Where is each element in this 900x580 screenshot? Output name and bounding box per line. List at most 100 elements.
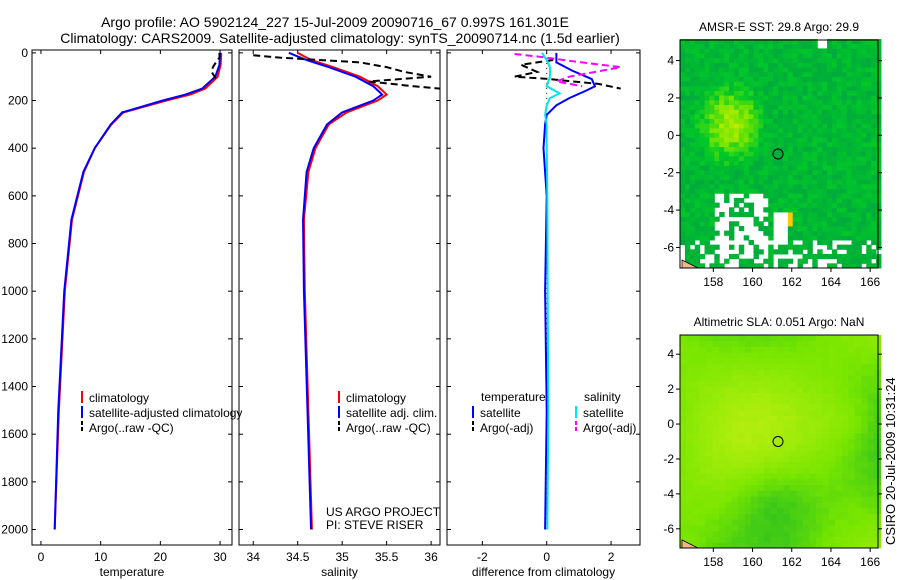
map-cell: [807, 57, 813, 63]
map-cell: [705, 536, 713, 543]
map-cell: [802, 118, 808, 124]
map-cell: [689, 118, 696, 124]
map-cell: [733, 113, 740, 119]
map-cell: [861, 95, 867, 101]
map-cell: [792, 39, 799, 45]
map-cell: [827, 81, 833, 87]
map-cell: [768, 207, 774, 213]
map-cell: [712, 369, 720, 376]
map-cell: [789, 478, 797, 486]
map-cell: [712, 536, 720, 543]
map-cell: [867, 432, 875, 440]
map-cell: [773, 99, 779, 105]
map-cell: [827, 137, 833, 143]
map-cell: [782, 123, 789, 129]
map-cell: [753, 188, 759, 194]
map-cell: [782, 207, 789, 213]
map-cell: [822, 357, 830, 365]
map-cell: [738, 496, 746, 503]
map-cell: [815, 334, 823, 342]
map-cell: [851, 62, 857, 68]
map-cell: [822, 427, 830, 434]
map-cell: [796, 450, 804, 457]
map-cell: [817, 99, 823, 105]
map-cell: [778, 90, 784, 96]
map-cell: [684, 239, 691, 246]
map-cell: [831, 118, 838, 124]
map-cell: [689, 221, 696, 227]
map-cell: [757, 352, 765, 359]
map-cell: [836, 207, 843, 213]
map-cell: [738, 104, 745, 110]
map-cell: [876, 99, 882, 105]
project-annotation: US ARGO PROJECT: [326, 505, 441, 519]
map-cell: [768, 235, 774, 241]
map-cell: [861, 62, 867, 68]
map-cell: [705, 450, 713, 457]
map-cell: [705, 421, 713, 428]
map-cell: [807, 132, 813, 138]
map-cell: [822, 146, 828, 152]
plot-frame: [446, 49, 641, 546]
map-cell: [684, 155, 691, 162]
map-cell: [836, 230, 843, 236]
map-cell: [827, 216, 833, 222]
map-cell: [828, 501, 836, 509]
map-cell: [778, 104, 784, 110]
map-cell: [680, 146, 686, 152]
map-cell: [835, 478, 843, 486]
map-cell: [680, 67, 686, 73]
map-cell: [783, 403, 791, 411]
map-cell: [719, 118, 725, 124]
map-cell: [789, 392, 797, 399]
map-cell: [753, 146, 759, 152]
map-cell: [712, 490, 720, 497]
map-cell: [812, 253, 818, 260]
map-cell: [770, 478, 778, 486]
map-cell: [689, 211, 696, 218]
map-cell: [866, 113, 872, 119]
map-cell: [831, 155, 838, 162]
map-cell: [812, 57, 818, 63]
map-cell: [841, 183, 848, 190]
map-cell: [753, 244, 759, 250]
map-cell: [871, 151, 877, 157]
map-cell: [692, 357, 700, 365]
map-cell: [694, 179, 701, 185]
map-cell: [812, 76, 818, 82]
map-cell: [792, 230, 799, 236]
map-cell: [684, 85, 691, 91]
map-cell: [714, 160, 720, 166]
map-cell: [835, 421, 843, 428]
map-cell: [871, 71, 877, 77]
y-tick-label: 0: [21, 46, 28, 60]
map-cell: [725, 375, 733, 382]
map-cell: [718, 403, 726, 411]
map-cell: [758, 155, 764, 162]
map-cell: [725, 357, 733, 365]
map-cell: [738, 501, 746, 509]
map-cell: [815, 496, 823, 503]
map-cell: [694, 67, 701, 73]
map-cell: [770, 542, 778, 549]
map-cell: [807, 211, 813, 218]
map-cell: [822, 542, 830, 549]
map-cell: [848, 409, 856, 416]
map-cell: [699, 450, 707, 457]
map-cell: [846, 67, 853, 73]
map-cell: [763, 127, 769, 134]
map-cell: [841, 146, 848, 152]
map-cell: [770, 524, 778, 532]
map-cell: [743, 183, 750, 190]
map-cell: [714, 57, 720, 63]
map-cell: [699, 507, 707, 514]
map-cell: [705, 375, 713, 382]
x-tick-label: 160: [743, 555, 763, 569]
map-cell: [738, 507, 746, 514]
map-cell: [680, 127, 686, 134]
map-cell: [680, 496, 687, 503]
map-cell: [738, 357, 746, 365]
map-cell: [812, 99, 818, 105]
map-cell: [718, 507, 726, 514]
map-cell: [738, 403, 746, 411]
